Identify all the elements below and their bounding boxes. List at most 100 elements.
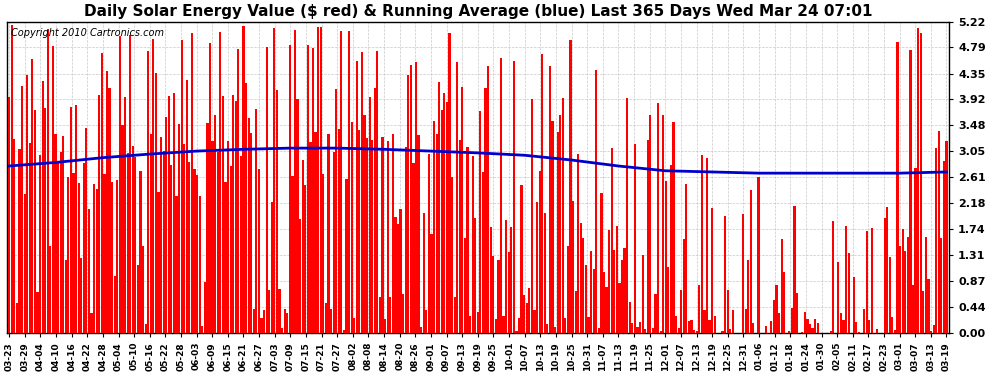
- Bar: [248, 118, 249, 333]
- Bar: [371, 140, 373, 333]
- Bar: [381, 136, 384, 333]
- Bar: [696, 331, 698, 333]
- Bar: [876, 329, 878, 333]
- Bar: [451, 177, 453, 333]
- Bar: [26, 75, 29, 333]
- Bar: [407, 75, 410, 333]
- Bar: [646, 141, 648, 333]
- Bar: [817, 322, 819, 333]
- Bar: [464, 238, 466, 333]
- Bar: [347, 32, 350, 333]
- Bar: [83, 163, 85, 333]
- Bar: [780, 239, 783, 333]
- Bar: [116, 180, 119, 333]
- Bar: [217, 152, 219, 333]
- Bar: [338, 129, 340, 333]
- Bar: [497, 260, 500, 333]
- Bar: [142, 246, 145, 333]
- Bar: [252, 309, 254, 333]
- Bar: [551, 122, 553, 333]
- Bar: [317, 27, 319, 333]
- Bar: [286, 313, 288, 333]
- Bar: [386, 141, 389, 333]
- Bar: [16, 303, 18, 333]
- Bar: [749, 190, 751, 333]
- Bar: [423, 213, 425, 333]
- Bar: [402, 294, 404, 333]
- Bar: [278, 289, 280, 333]
- Bar: [889, 257, 891, 333]
- Bar: [942, 162, 945, 333]
- Bar: [167, 96, 170, 333]
- Bar: [585, 265, 587, 333]
- Bar: [510, 227, 513, 333]
- Bar: [561, 99, 564, 333]
- Bar: [39, 154, 42, 333]
- Bar: [492, 256, 494, 333]
- Bar: [312, 48, 314, 333]
- Bar: [471, 156, 474, 333]
- Bar: [315, 132, 317, 333]
- Title: Daily Solar Energy Value ($ red) & Running Average (blue) Last 365 Days Wed Mar : Daily Solar Energy Value ($ red) & Runni…: [83, 4, 872, 19]
- Bar: [722, 332, 724, 333]
- Bar: [260, 318, 262, 333]
- Bar: [268, 290, 270, 333]
- Bar: [945, 141, 947, 333]
- Bar: [72, 172, 74, 333]
- Bar: [222, 96, 224, 333]
- Bar: [920, 33, 922, 333]
- Bar: [77, 183, 80, 333]
- Bar: [283, 309, 286, 333]
- Bar: [863, 309, 865, 333]
- Bar: [855, 322, 857, 333]
- Bar: [212, 141, 214, 333]
- Bar: [431, 234, 433, 333]
- Bar: [227, 141, 229, 333]
- Bar: [688, 321, 690, 333]
- Bar: [534, 310, 536, 333]
- Bar: [664, 181, 667, 333]
- Bar: [243, 26, 245, 333]
- Bar: [64, 260, 67, 333]
- Bar: [642, 255, 644, 333]
- Bar: [448, 33, 450, 333]
- Bar: [925, 237, 927, 333]
- Bar: [466, 147, 468, 333]
- Bar: [778, 313, 780, 333]
- Bar: [376, 51, 378, 333]
- Bar: [328, 134, 330, 333]
- Bar: [886, 207, 888, 333]
- Bar: [482, 172, 484, 333]
- Bar: [582, 238, 584, 333]
- Bar: [907, 237, 909, 333]
- Bar: [727, 290, 729, 333]
- Bar: [67, 177, 69, 333]
- Bar: [531, 99, 533, 333]
- Bar: [936, 148, 938, 333]
- Bar: [752, 323, 754, 333]
- Bar: [281, 328, 283, 333]
- Bar: [747, 260, 749, 333]
- Bar: [933, 325, 935, 333]
- Bar: [904, 251, 907, 333]
- Bar: [119, 36, 121, 333]
- Bar: [273, 28, 275, 333]
- Bar: [193, 169, 196, 333]
- Bar: [132, 146, 134, 333]
- Bar: [474, 219, 476, 333]
- Bar: [420, 327, 423, 333]
- Bar: [206, 123, 209, 333]
- Bar: [135, 157, 137, 333]
- Bar: [152, 39, 154, 333]
- Bar: [428, 154, 430, 333]
- Bar: [564, 318, 566, 333]
- Bar: [556, 132, 558, 333]
- Bar: [897, 42, 899, 333]
- Bar: [923, 291, 925, 333]
- Bar: [518, 318, 520, 333]
- Bar: [938, 130, 940, 333]
- Bar: [539, 171, 541, 333]
- Bar: [204, 282, 206, 333]
- Bar: [505, 220, 507, 333]
- Bar: [775, 285, 777, 333]
